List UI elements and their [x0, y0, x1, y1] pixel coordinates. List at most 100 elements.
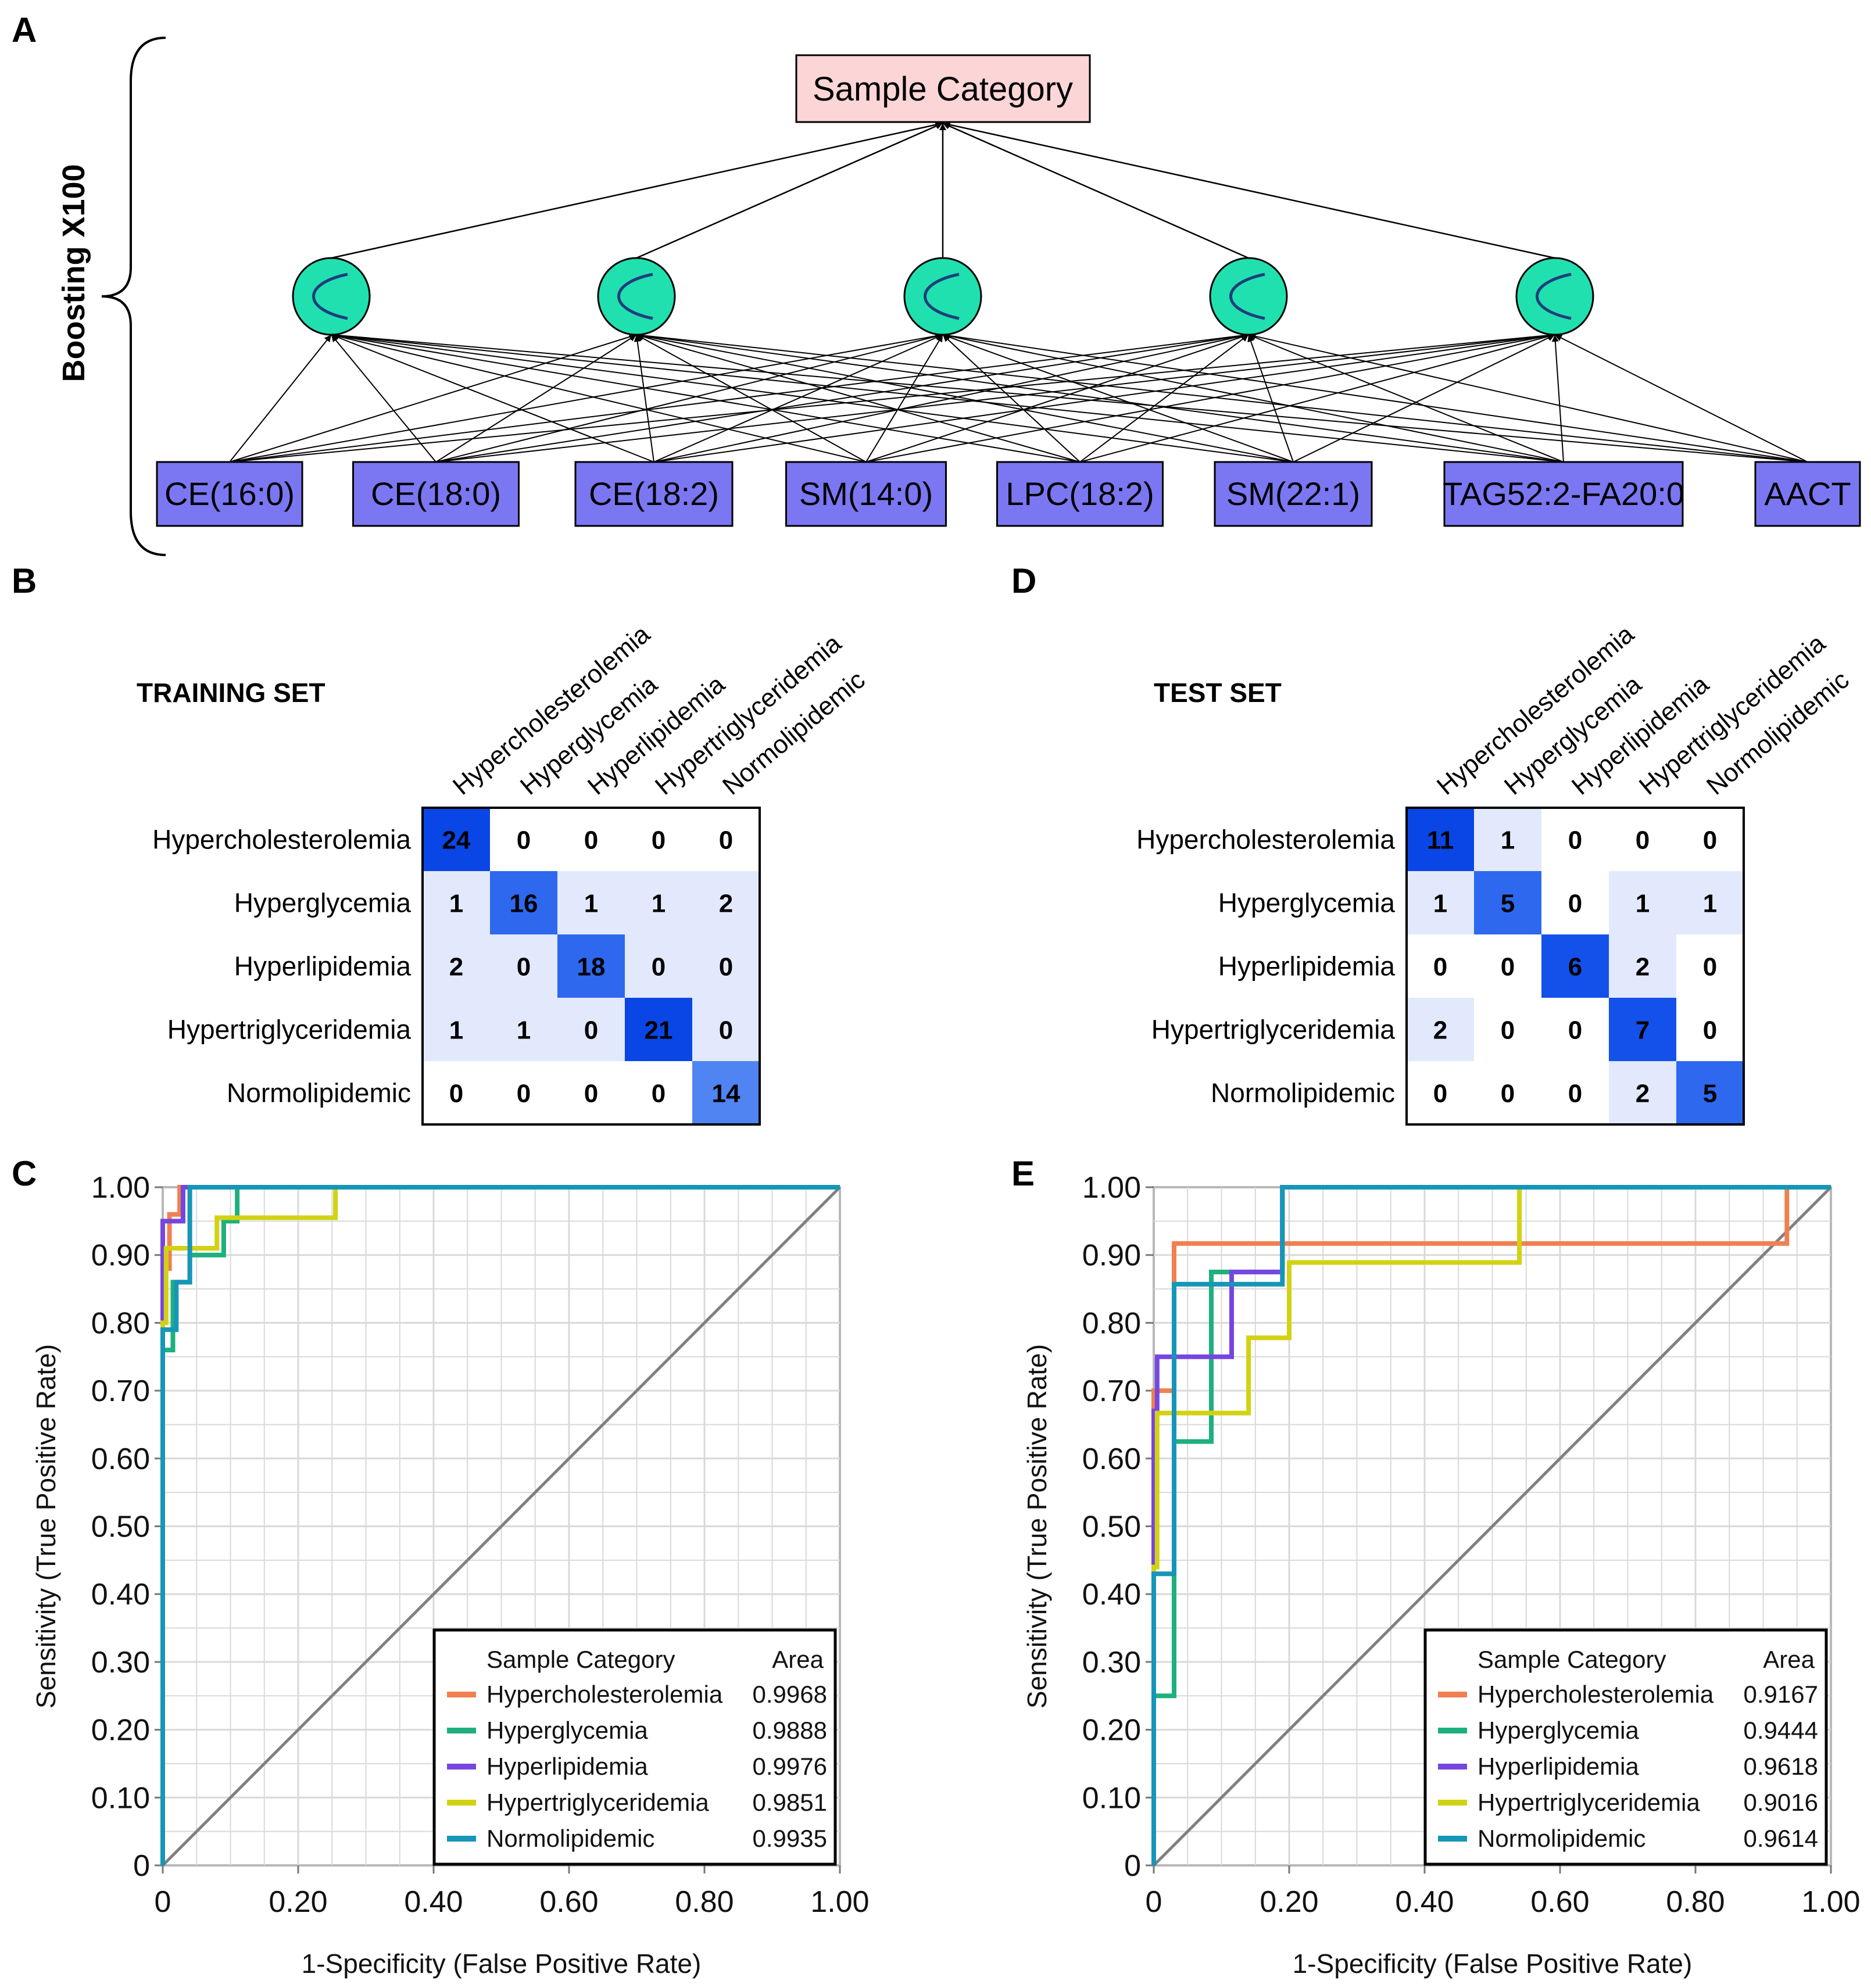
input-node-box	[1214, 461, 1373, 527]
legend-series-name: Hyperglycemia	[486, 1717, 648, 1744]
y-tick-label: 0.70	[1082, 1374, 1141, 1408]
legend-series-area: 0.9016	[1744, 1789, 1818, 1816]
y-tick-label: 0.50	[1082, 1510, 1141, 1544]
y-tick-label: 1.00	[91, 1171, 150, 1205]
matrix-border	[1405, 807, 1745, 1126]
y-tick-label: 0.20	[1082, 1714, 1141, 1747]
edge-input-hidden	[435, 334, 637, 463]
input-node-label: TAG52:2-FA20:0	[1443, 475, 1684, 512]
legend-header-category: Sample Category	[486, 1646, 675, 1673]
input-node-box	[574, 461, 734, 527]
matrix-row-label: Hyperlipidemia	[234, 951, 412, 982]
matrix-cell	[692, 1061, 760, 1124]
matrix-cell	[1407, 998, 1474, 1061]
y-tick-label: 1.00	[1082, 1171, 1141, 1205]
matrix-cell-value: 1	[449, 890, 463, 918]
matrix-cell	[625, 998, 692, 1061]
matrix-cell	[1609, 934, 1676, 998]
sigmoid-icon	[617, 273, 653, 320]
matrix-cell	[490, 934, 557, 998]
y-tick-label: 0.10	[1082, 1781, 1141, 1815]
matrix-cell-value: 1	[449, 1016, 463, 1045]
edge-input-hidden	[331, 332, 1081, 463]
matrix-cell	[625, 871, 692, 934]
input-node-ce-18-2: CE(18:2)	[574, 461, 734, 527]
x-tick-label: 0.60	[539, 1885, 598, 1919]
x-tick-label: 0.20	[269, 1885, 327, 1919]
matrix-row-label: Hyperglycemia	[234, 888, 412, 918]
edge-input-hidden	[331, 332, 1808, 463]
input-layer: CE(16:0) CE(18:0) CE(18:2) SM(14:0) LPC(18:2…	[156, 461, 1861, 527]
legend-series-name: Hypertriglyceridemia	[486, 1789, 709, 1816]
matrix-cell-value: 11	[1427, 826, 1454, 855]
y-tick-label: 0.60	[1082, 1442, 1141, 1476]
matrix-cell	[423, 998, 490, 1061]
matrix-row-label: Hypercholesterolemia	[152, 825, 411, 855]
input-node-sm-22-1: SM(22:1)	[1214, 461, 1373, 527]
matrix-cell	[692, 934, 760, 998]
roc-line-normolipidemic	[1151, 1185, 1831, 1865]
matrix-cell-value: 2	[1636, 953, 1650, 982]
matrix-cell	[490, 1061, 557, 1124]
edge-input-hidden	[636, 332, 1564, 463]
matrix-cell	[1407, 934, 1474, 998]
edge-input-hidden	[435, 332, 1249, 463]
matrix-row-label: Hypertriglyceridemia	[167, 1015, 412, 1045]
matrix-title: TEST SET	[1154, 678, 1282, 708]
hidden-3	[903, 257, 982, 336]
x-axis-label: 1-Specificity (False Positive Rate)	[302, 1948, 702, 1979]
y-tick-label: 0.60	[91, 1442, 150, 1476]
y-tick-label: 0	[133, 1849, 150, 1883]
edge-input-hidden	[865, 334, 1249, 463]
x-tick-label: 0.40	[1395, 1885, 1454, 1919]
x-tick-label: 0.20	[1260, 1885, 1318, 1919]
matrix-cell-value: 0	[1433, 953, 1447, 982]
legend-box	[1423, 1628, 1828, 1866]
hidden-1	[292, 257, 371, 336]
edge-input-hidden	[1293, 334, 1555, 463]
matrix-cell	[1609, 808, 1676, 871]
matrix-cell-value: 2	[1636, 1080, 1650, 1108]
y-tick-label: 0.70	[91, 1374, 150, 1408]
matrix-cell	[692, 808, 760, 871]
x-tick-label: 0.40	[404, 1885, 463, 1919]
hidden-2	[597, 257, 676, 336]
matrix-cell	[557, 808, 625, 871]
matrix-cell-value: 21	[645, 1016, 673, 1045]
roc-line-normolipidemic	[160, 1185, 840, 1865]
matrix-cell	[557, 998, 625, 1061]
legend-series-area: 0.9935	[753, 1825, 827, 1852]
matrix-cell-value: 1	[517, 1016, 531, 1045]
legend-series-name: Normolipidemic	[1478, 1825, 1645, 1852]
matrix-row-label: Hypercholesterolemia	[1136, 825, 1395, 855]
legend-series-name: Normolipidemic	[486, 1825, 654, 1852]
edge-input-hidden	[653, 332, 1555, 463]
legend-series-area: 0.9976	[753, 1753, 827, 1780]
edge-input-hidden	[636, 332, 1808, 463]
input-node-box	[996, 461, 1164, 527]
hidden-layer	[292, 257, 1594, 336]
network-diagram: Boosting X100 Sample Category CE(16:0) CE…	[56, 37, 1861, 556]
edge-input-hidden	[865, 334, 943, 463]
matrix-cell-value: 0	[1568, 1016, 1582, 1045]
legend-header-area: Area	[772, 1646, 824, 1673]
matrix-cell-value: 5	[1501, 890, 1515, 918]
y-tick-label: 0	[1124, 1849, 1141, 1883]
input-node-aact: AACT	[1754, 461, 1861, 527]
legend-box	[432, 1628, 837, 1866]
matrix-cell	[1541, 934, 1609, 998]
legend-series-area: 0.9614	[1744, 1825, 1818, 1852]
matrix-cell	[1609, 1061, 1676, 1124]
matrix-cell	[557, 934, 625, 998]
matrix-cell-value: 0	[1433, 1080, 1447, 1108]
legend-header-area: Area	[1763, 1646, 1815, 1673]
legend-header-category: Sample Category	[1478, 1646, 1666, 1673]
matrix-cell	[1609, 998, 1676, 1061]
input-node-lpc-18-2: LPC(18:2)	[996, 461, 1164, 527]
legend-series-name: Hyperglycemia	[1478, 1717, 1639, 1744]
edge-hidden-output	[331, 121, 943, 259]
boosting-brace	[101, 37, 166, 556]
y-tick-label: 0.40	[91, 1578, 150, 1611]
edge-input-hidden	[435, 332, 1555, 463]
